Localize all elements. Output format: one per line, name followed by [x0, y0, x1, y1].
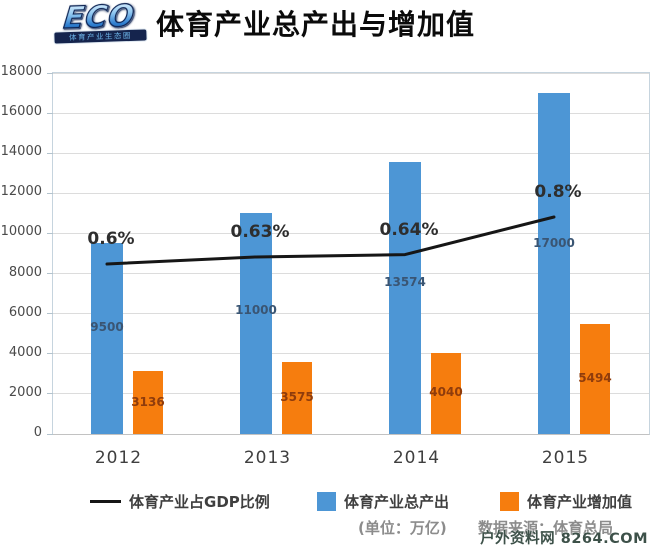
legend-item-added-value: 体育产业增加值 [500, 491, 632, 511]
bar-value-label: 3136 [131, 394, 165, 409]
y-tick-mark [47, 393, 53, 395]
chart-title: 体育产业总产出与增加值 [156, 8, 476, 41]
legend-color-swatch [317, 491, 336, 511]
y-axis-tick-label: 16000 [0, 104, 42, 120]
bar-added-value-2013 [282, 362, 312, 434]
gdp-ratio-line [105, 215, 556, 266]
bar-added-value-2014 [431, 352, 461, 434]
y-tick-mark [47, 112, 53, 114]
watermark: 户外资料网 8264.COM [480, 531, 648, 547]
gridline [53, 112, 649, 114]
gridline [53, 232, 649, 234]
y-tick-mark [47, 313, 53, 315]
y-tick-mark [47, 433, 53, 435]
y-tick-mark [47, 152, 53, 154]
bar-value-label: 17000 [533, 236, 575, 251]
y-axis-tick-label: 0 [33, 425, 42, 440]
legend-label: 体育产业占GDP比例 [129, 492, 270, 511]
bar-value-label: 4040 [429, 385, 463, 400]
eco-logo: ECO 体育产业生态圈 [52, 0, 148, 45]
y-tick-mark [47, 353, 53, 355]
gridline [53, 393, 649, 395]
bar-value-label: 13574 [384, 274, 426, 289]
gdp-ratio-label: 0.8% [534, 182, 582, 202]
gridline [53, 273, 649, 275]
unit-note: (单位：万亿) [358, 519, 447, 537]
x-axis-label-2013: 2013 [243, 448, 292, 468]
y-axis-tick-label: 6000 [8, 304, 42, 320]
gridline [53, 353, 649, 355]
bar-value-label: 11000 [235, 303, 277, 318]
gridline [53, 192, 649, 194]
y-tick-mark [47, 273, 53, 275]
eco-logo-text: ECO [62, 0, 138, 37]
legend-color-swatch [500, 491, 519, 511]
legend: 体育产业占GDP比例 体育产业总产出 体育产业增加值 [0, 491, 650, 513]
y-axis-tick-label: 8000 [8, 264, 42, 280]
y-tick-mark [47, 192, 53, 194]
bar-total-output-2012 [91, 243, 123, 434]
y-axis-tick-label: 10000 [0, 224, 42, 240]
gdp-ratio-polyline [105, 215, 556, 266]
plot-area: 9500 3136 11000 3575 13574 4040 17000 5494 0.6% 0… [47, 72, 650, 435]
bar-value-label: 5494 [578, 370, 612, 385]
gridline [53, 152, 649, 154]
x-axis: 2012 2013 2014 2015 [52, 448, 648, 472]
legend-label: 体育产业增加值 [527, 492, 633, 511]
gdp-ratio-label: 0.6% [87, 229, 135, 249]
gridline [53, 72, 649, 74]
bar-total-output-2014 [389, 161, 421, 434]
x-axis-label-2015: 2015 [541, 448, 590, 468]
legend-label: 体育产业总产出 [344, 492, 450, 511]
y-axis: 0 2000 4000 6000 8000 10000 12000 14000 16000 180… [0, 64, 46, 440]
gridline [53, 313, 649, 315]
x-axis-label-2012: 2012 [94, 448, 143, 468]
y-tick-mark [47, 72, 53, 74]
gdp-ratio-label: 0.64% [379, 219, 439, 240]
y-axis-tick-label: 18000 [0, 64, 42, 79]
bar-added-value-2012 [133, 371, 163, 434]
bar-total-output-2015 [538, 93, 570, 434]
source-note: 数据来源：体育总局 [478, 519, 614, 537]
gdp-ratio-label: 0.63% [230, 221, 290, 242]
y-axis-tick-label: 2000 [8, 384, 42, 400]
y-axis-tick-label: 4000 [8, 344, 42, 360]
y-tick-mark [47, 232, 53, 234]
legend-item-gdp-ratio: 体育产业占GDP比例 [90, 491, 270, 511]
footnotes: (单位：万亿) 数据来源：体育总局 [0, 517, 650, 541]
bar-total-output-2013 [240, 213, 272, 434]
legend-item-total-output: 体育产业总产出 [317, 491, 449, 511]
y-axis-tick-label: 14000 [0, 144, 42, 160]
bar-value-label: 9500 [90, 320, 124, 335]
legend-line-swatch [90, 499, 121, 503]
bar-value-label: 3575 [280, 390, 314, 405]
y-axis-tick-label: 12000 [0, 184, 42, 200]
x-axis-label-2014: 2014 [392, 448, 441, 468]
bar-added-value-2015 [580, 323, 610, 434]
